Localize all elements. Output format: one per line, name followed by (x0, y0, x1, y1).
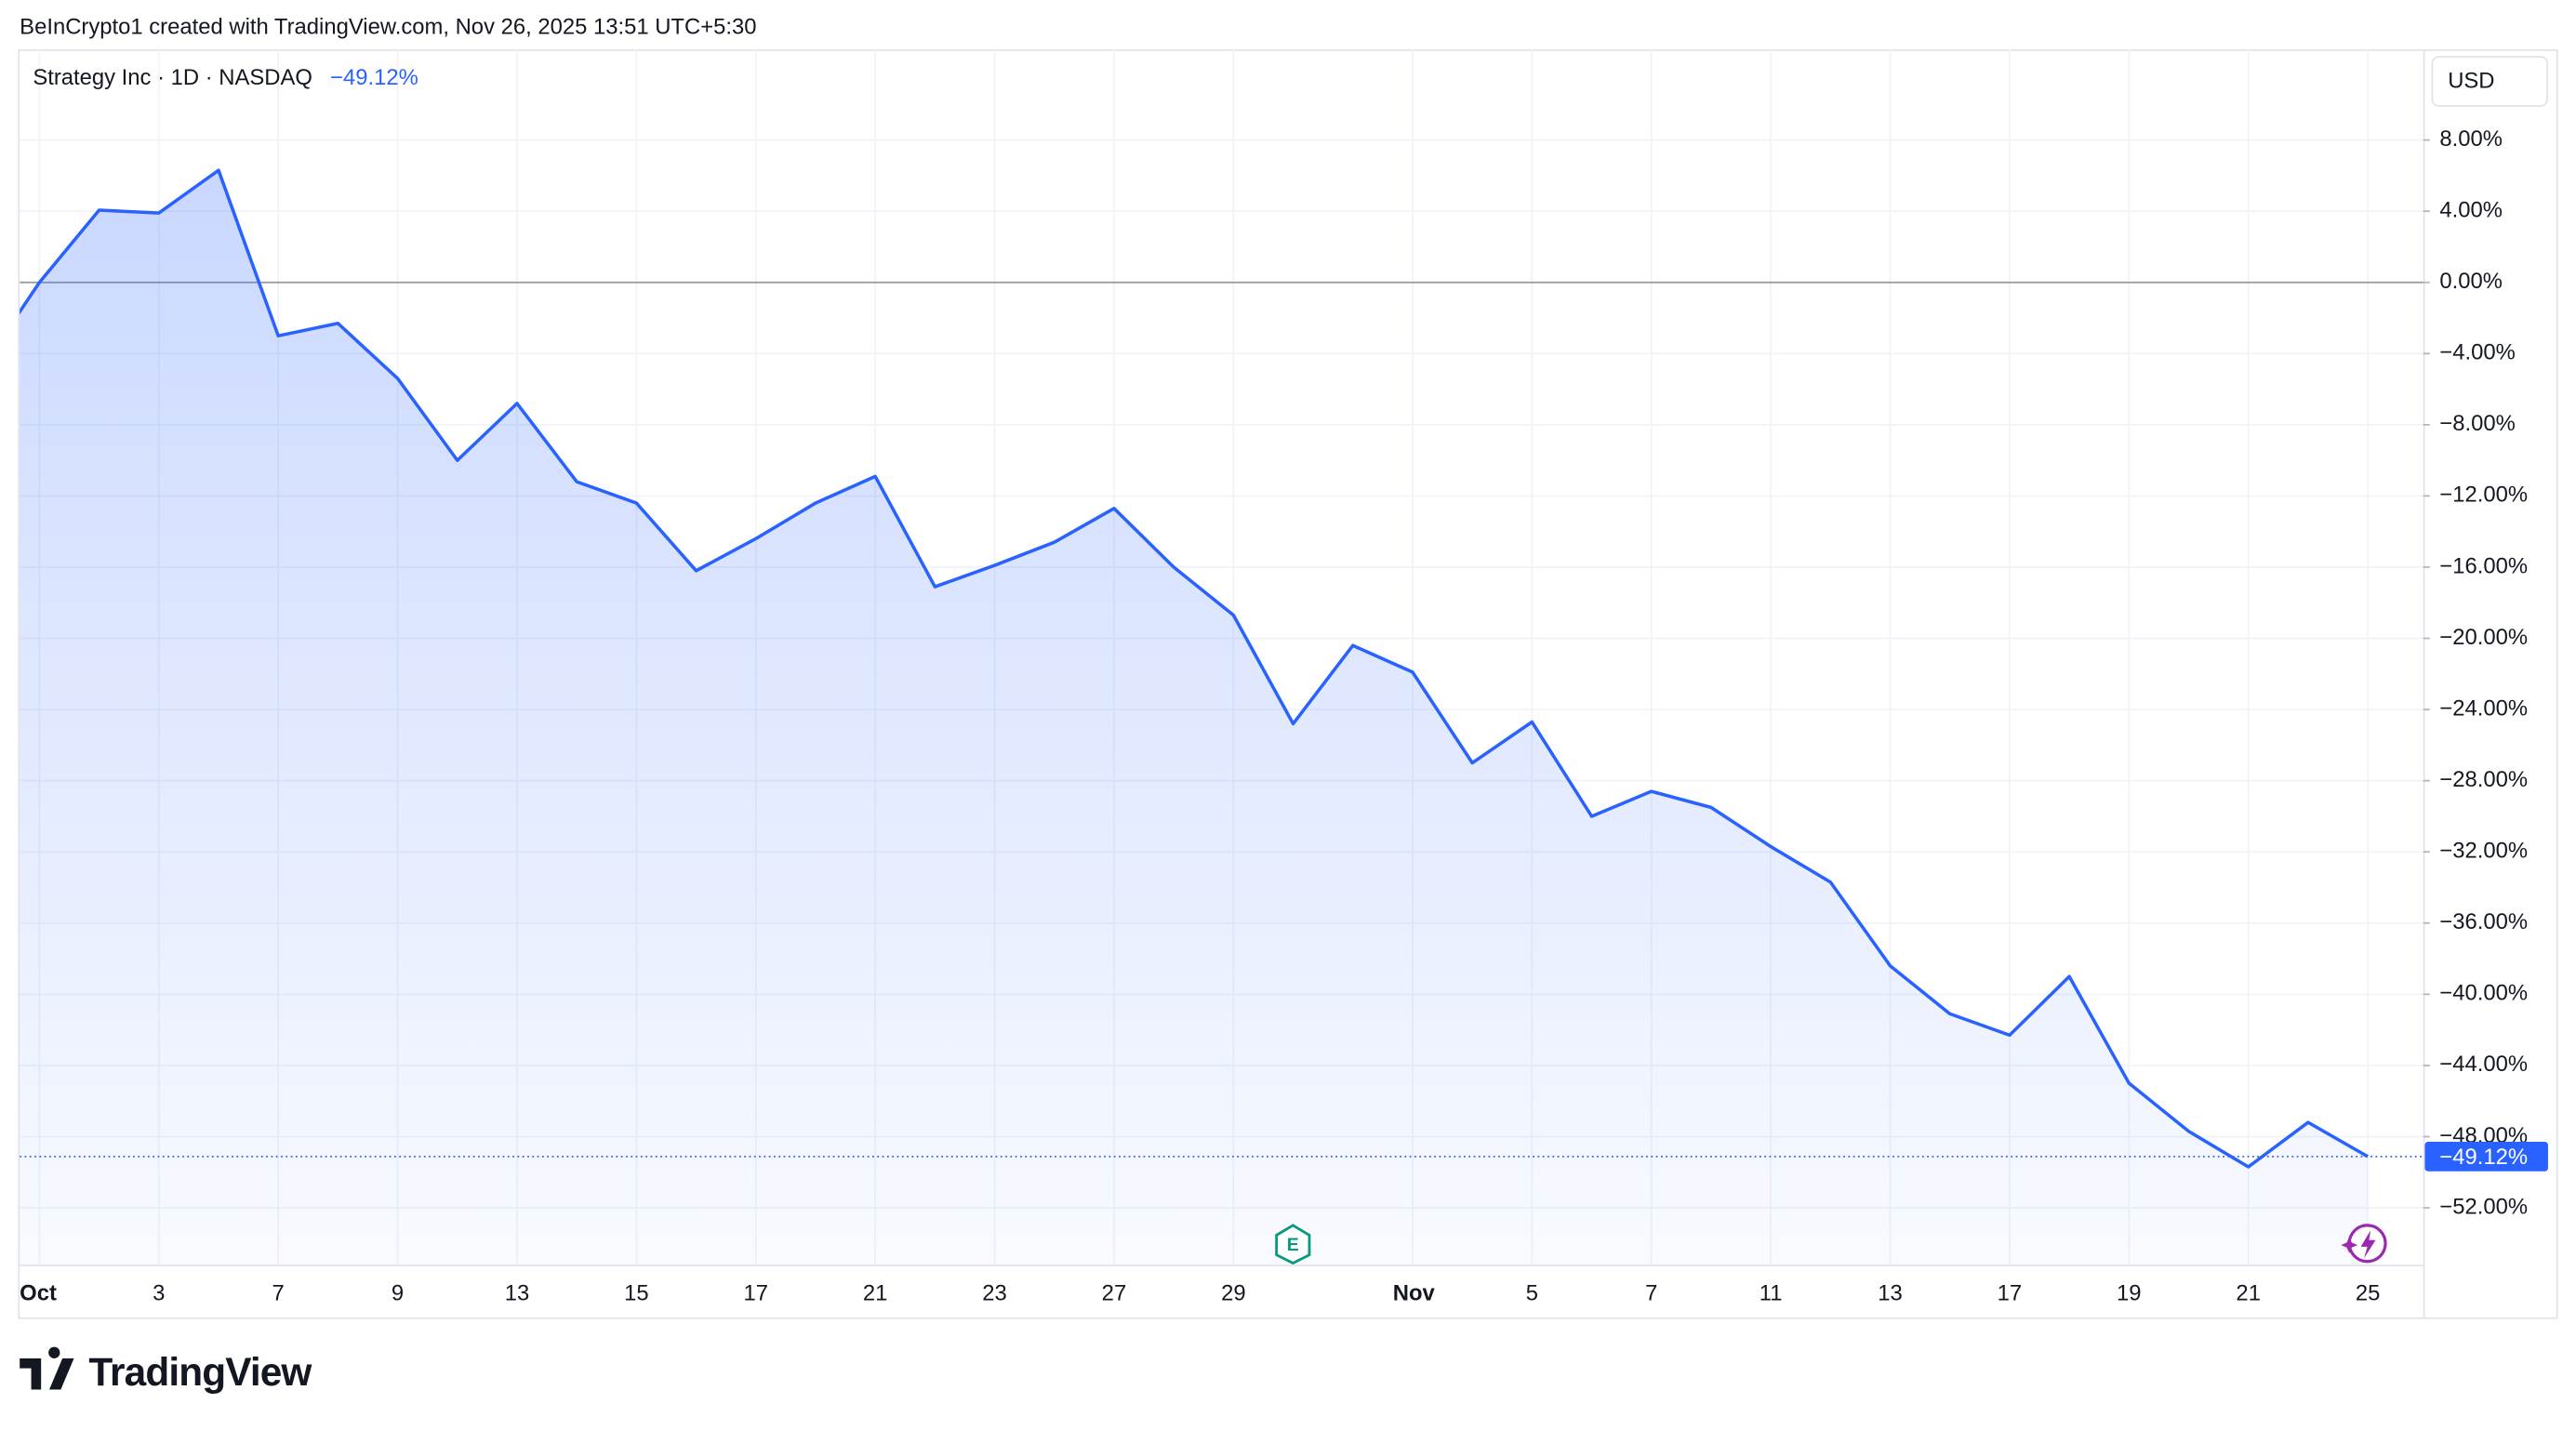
x-tick-label: 21 (863, 1280, 888, 1305)
y-tick-label: −8.00% (2439, 411, 2515, 436)
chart-title: Strategy Inc · 1D · NASDAQ (33, 65, 312, 90)
logo-text: TradingView (88, 1350, 312, 1394)
line (20, 168, 2369, 1169)
x-tick-label: 17 (744, 1280, 769, 1305)
header: BeInCrypto1 created with TradingView.com… (20, 14, 756, 39)
axes: 8.00% 4.00% 0.00% −4.00% −8.00% −12.00% −16.00… (20, 126, 2548, 1305)
legend-value: −49.12% (330, 65, 418, 90)
x-tick-label: 7 (1645, 1280, 1657, 1305)
x-tick-label: 7 (272, 1280, 285, 1305)
area (20, 170, 2369, 1265)
y-tick-label: −24.00% (2439, 695, 2528, 721)
x-tick-label: 27 (1102, 1280, 1127, 1305)
x-tick-label: Nov (1393, 1280, 1436, 1305)
svg-text:E: E (1287, 1235, 1299, 1255)
currency-box[interactable] (2431, 56, 2548, 107)
x-tick-label: 17 (1998, 1280, 2023, 1305)
logo: TradingView (20, 1346, 313, 1394)
currency[interactable]: USD (2448, 69, 2494, 94)
y-tick-label: −16.00% (2439, 553, 2528, 578)
x-tick-label: 25 (2356, 1280, 2381, 1305)
y-tick-label: −52.00% (2439, 1194, 2528, 1219)
x-tick-label: 3 (153, 1280, 165, 1305)
x-tick-label: 11 (1759, 1280, 1783, 1305)
x-tick-label: 5 (1526, 1280, 1538, 1305)
y-tick-label: −40.00% (2439, 981, 2528, 1006)
y-tick-label: −32.00% (2439, 839, 2528, 864)
earnings-icon[interactable]: E (1275, 1224, 1311, 1265)
plot (20, 168, 2423, 1265)
event-icon[interactable] (2341, 1224, 2387, 1264)
y-tick-label: −20.00% (2439, 625, 2528, 650)
y-tick-label: −44.00% (2439, 1052, 2528, 1077)
last-value-label: −49.12% (2439, 1145, 2528, 1170)
x-tick-label: 29 (1221, 1280, 1246, 1305)
y-tick-label: −36.00% (2439, 909, 2528, 934)
y-tick-label: 0.00% (2439, 269, 2503, 294)
x-tick-label: 13 (505, 1280, 530, 1305)
x-tick-label: Oct (20, 1280, 57, 1305)
y-tick-label: −28.00% (2439, 767, 2528, 792)
last-value-box (2424, 1142, 2548, 1172)
y-tick-label: 4.00% (2439, 197, 2503, 222)
y-tick-label: 8.00% (2439, 126, 2503, 152)
chart-frame (18, 49, 2558, 1319)
x-tick-label: 15 (624, 1280, 649, 1305)
y-tick-label: −12.00% (2439, 483, 2528, 508)
x-tick-label: 13 (1878, 1280, 1903, 1305)
x-tick-label: 9 (392, 1280, 404, 1305)
y-tick-label: −4.00% (2439, 340, 2515, 365)
x-tick-label: 23 (982, 1280, 1007, 1305)
x-tick-label: 19 (2117, 1280, 2142, 1305)
x-tick-label: 21 (2236, 1280, 2261, 1305)
